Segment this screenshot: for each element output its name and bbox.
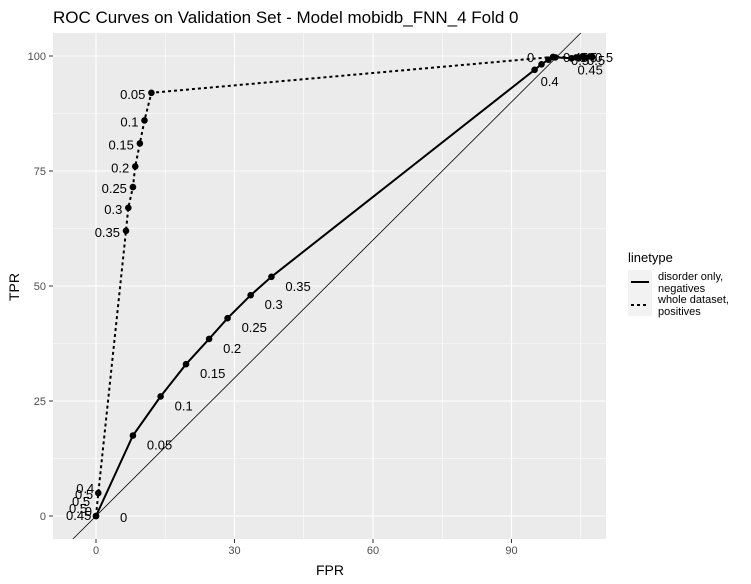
legend-label: negatives <box>658 283 706 295</box>
point-whole_dataset_positives <box>141 117 148 124</box>
point-whole_dataset_positives <box>129 183 137 191</box>
legend-label: whole dataset, <box>657 294 729 306</box>
data-label-origin-cluster: 0.5 <box>69 501 87 516</box>
legend-label: positives <box>658 306 701 318</box>
data-label-disorder_only_negatives: 0.25 <box>242 320 267 335</box>
y-tick-label: 0 <box>40 511 46 523</box>
y-axis-title: TPR <box>6 273 22 301</box>
point-whole_dataset_positives <box>579 53 587 61</box>
y-tick-label: 25 <box>34 396 46 408</box>
data-label-whole_dataset_positives: 0.3 <box>104 202 122 217</box>
point-whole_dataset_positives <box>586 53 594 60</box>
data-label-whole_dataset_positives: 0.1 <box>120 114 138 129</box>
y-tick-label: 50 <box>34 281 46 293</box>
data-label-whole_dataset_positives: 0.15 <box>109 137 134 152</box>
data-label-origin-cluster: 0.45 <box>66 508 91 523</box>
data-label-whole_dataset_positives: 0.35 <box>95 225 120 240</box>
y-tick-label: 100 <box>28 51 46 63</box>
point-whole_dataset_positives <box>136 140 144 147</box>
x-axis-title: FPR <box>316 562 344 578</box>
point-whole_dataset_positives <box>122 227 130 235</box>
data-label-whole_dataset_positives: 0.05 <box>120 87 145 102</box>
point-disorder_only_negatives <box>268 273 275 281</box>
data-label-cluster: 0.5 <box>595 50 613 65</box>
point-disorder_only_negatives <box>157 393 164 400</box>
legend-label: disorder only, <box>658 271 723 283</box>
point-whole_dataset_positives <box>148 89 155 97</box>
point-whole_dataset_positives <box>549 53 557 61</box>
data-label-whole_dataset_positives: 0.25 <box>102 181 127 196</box>
data-label-disorder_only_negatives: 0.35 <box>285 279 310 294</box>
data-label-whole_dataset_positives: 0.4 <box>76 481 94 496</box>
data-label-origin-cluster: 0.5 <box>72 494 90 509</box>
chart-title: ROC Curves on Validation Set - Model mob… <box>53 8 519 27</box>
point-disorder_only_negatives <box>182 360 190 368</box>
data-points <box>92 53 596 520</box>
data-label-disorder_only_negatives: 0.3 <box>265 297 283 312</box>
data-label-cluster: 0.5 <box>571 53 589 68</box>
reference-diagonal <box>72 32 582 540</box>
x-tick-label: 90 <box>505 545 517 557</box>
data-label-disorder_only_negatives: 0.15 <box>200 366 225 381</box>
data-label-disorder_only_negatives: 0.05 <box>147 438 172 453</box>
x-tick-label: 60 <box>367 545 379 557</box>
point-disorder_only_negatives <box>538 60 545 68</box>
point-disorder_only_negatives <box>224 314 231 322</box>
data-label-cluster: 0.5 <box>579 50 597 65</box>
point-disorder_only_negatives <box>129 432 137 439</box>
data-label-whole_dataset_positives: 0.2 <box>111 160 129 175</box>
point-disorder_only_negatives <box>205 335 213 343</box>
point-disorder_only_negatives <box>247 291 254 299</box>
data-label-cluster: 0.5 <box>587 53 605 68</box>
reference-line <box>72 32 582 540</box>
data-label-disorder_only_negatives: 0.1 <box>175 398 193 413</box>
data-label-disorder_only_negatives: 0.4 <box>541 74 559 89</box>
data-label-disorder_only_negatives: 0.45 <box>578 62 603 77</box>
data-label-whole_dataset_positives: 0 <box>527 50 534 65</box>
point-whole_dataset_positives <box>125 204 132 212</box>
x-tick-label: 30 <box>228 545 240 557</box>
grid-lines <box>53 33 606 539</box>
legend-title: linetype <box>628 250 673 265</box>
data-label-disorder_only_negatives: 0 <box>120 510 127 525</box>
data-label-disorder_only_negatives: 0.2 <box>223 341 241 356</box>
point-whole_dataset_positives <box>572 54 580 61</box>
data-label-origin-cluster: 0.5 <box>75 487 93 502</box>
data-label-cluster: 0.45 <box>563 50 588 65</box>
y-tick-label: 75 <box>34 166 46 178</box>
data-label-whole_dataset_positives: 0 <box>85 504 92 519</box>
point-whole_dataset_positives <box>92 512 100 520</box>
x-tick-label: 0 <box>93 545 99 557</box>
point-whole_dataset_positives <box>95 489 102 497</box>
point-disorder_only_negatives <box>531 66 538 74</box>
point-whole_dataset_positives <box>131 163 139 170</box>
data-labels: 00.050.10.150.20.250.30.350.40.4500.40.3… <box>66 50 613 525</box>
axes: 0 30 60 90 0 25 50 75 100 <box>28 51 518 557</box>
